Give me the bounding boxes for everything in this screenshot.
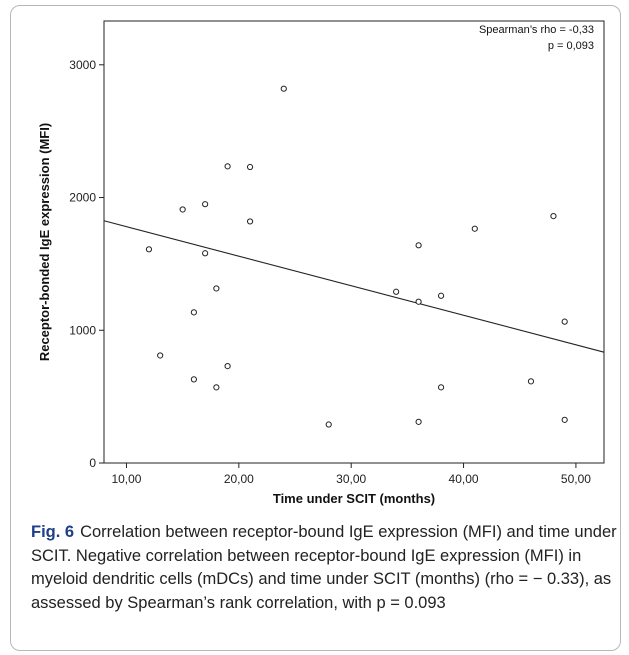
x-tick-label: 30,00 (336, 472, 366, 486)
figure-frame: 10,00 20,00 30,00 40,00 50,00 0 1000 2000 3000 Ti… (10, 5, 621, 651)
data-point (202, 201, 209, 208)
x-axis-title: Time under SCIT (months) (273, 491, 435, 506)
data-point (415, 418, 422, 425)
plot-area (103, 20, 605, 464)
y-tick-label: 2000 (69, 191, 96, 205)
data-point (190, 309, 197, 316)
data-point (246, 218, 254, 225)
data-point (224, 163, 231, 170)
data-point (415, 242, 422, 249)
y-axis-title: Receptor-bonded IgE expression (MFI) (37, 123, 52, 361)
data-point (157, 352, 164, 359)
figure-caption: Fig. 6 Correlation between receptor-bound… (31, 521, 621, 615)
data-point (246, 163, 254, 171)
y-tick-label: 1000 (69, 323, 96, 337)
data-point (471, 225, 478, 232)
data-point (190, 376, 197, 383)
data-point (437, 384, 445, 391)
data-point (213, 285, 220, 292)
x-tick-label: 40,00 (449, 472, 479, 486)
data-point (224, 363, 231, 370)
data-point (280, 85, 287, 92)
data-point (550, 213, 557, 220)
data-point (325, 421, 332, 428)
p-value-label: p = 0,093 (548, 40, 594, 52)
data-point (145, 246, 153, 253)
regression-line (103, 220, 605, 353)
x-tick-label: 10,00 (111, 472, 141, 486)
data-point (415, 298, 422, 305)
x-tick-label: 20,00 (224, 472, 254, 486)
spearman-rho-label: Spearman’s rho = -0,33 (479, 24, 594, 36)
y-tick-label: 3000 (69, 58, 96, 72)
figure-label: Fig. 6 (31, 523, 75, 541)
data-point (561, 318, 568, 325)
x-tick-label: 50,00 (561, 472, 591, 486)
scatter-chart: 10,00 20,00 30,00 40,00 50,00 0 1000 2000 3000 Ti… (37, 20, 605, 506)
y-tick-label: 0 (89, 456, 96, 470)
data-point (213, 384, 220, 391)
data-point (202, 250, 209, 257)
data-point (437, 292, 445, 299)
data-point (179, 206, 186, 213)
data-point (561, 416, 568, 423)
data-point (393, 288, 400, 295)
caption-text: Correlation between receptor-bound IgE e… (31, 523, 617, 612)
data-point (527, 378, 535, 385)
